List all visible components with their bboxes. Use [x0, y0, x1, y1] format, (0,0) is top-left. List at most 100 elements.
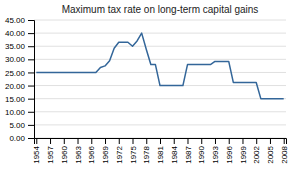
- x-tick-mark: [187, 138, 188, 144]
- x-tick-label: 1963: [74, 145, 83, 163]
- y-tick: 10.00: [5, 108, 34, 117]
- x-tick: 1969: [101, 138, 110, 164]
- x-tick: 1990: [197, 138, 206, 164]
- x-tick-label: 1957: [46, 145, 55, 163]
- grid: [34, 20, 286, 138]
- x-tick-label: 1996: [225, 145, 234, 163]
- x-tick-mark: [270, 138, 271, 144]
- x-tick-label: 1954: [32, 145, 41, 163]
- x-tick: 2002: [252, 138, 261, 164]
- y-tick-label: 15.00: [5, 95, 26, 104]
- y-axis: 0.00 5.00 10.00 15.00 20.00 25.00 30.00 35.00 40…: [5, 16, 35, 143]
- plot-area: 0.00 5.00 10.00 15.00 20.00 25.00 30.00 35.00 40…: [5, 16, 289, 164]
- grid-line: [34, 46, 286, 47]
- y-tick-mark: [28, 125, 34, 126]
- y-tick: 45.00: [5, 16, 34, 25]
- grid-line: [34, 59, 286, 60]
- x-tick: 2005: [266, 138, 275, 164]
- y-tick: 35.00: [5, 42, 34, 51]
- x-tick-mark: [64, 138, 65, 144]
- y-tick: 0.00: [9, 134, 34, 143]
- series: [36, 33, 283, 99]
- x-tick-label: 1972: [115, 145, 124, 163]
- y-axis-line: [28, 21, 35, 139]
- y-tick-mark: [28, 72, 34, 73]
- x-tick-mark: [91, 138, 92, 144]
- x-axis-line: [35, 139, 287, 145]
- x-tick-label: 1984: [170, 145, 179, 163]
- x-tick: 1978: [142, 138, 151, 164]
- x-tick-label: 2008: [280, 145, 289, 163]
- x-tick-label: 1993: [211, 145, 220, 163]
- x-tick: 1999: [239, 138, 248, 164]
- x-tick-label: 1969: [101, 145, 110, 163]
- y-tick-mark: [28, 59, 34, 60]
- x-tick-label: 1981: [156, 145, 165, 163]
- y-tick: 5.00: [9, 121, 34, 130]
- x-tick-mark: [229, 138, 230, 144]
- y-tick-mark: [28, 20, 34, 21]
- y-tick-mark: [28, 86, 34, 87]
- x-tick-mark: [215, 138, 216, 144]
- grid-line: [34, 33, 286, 34]
- x-tick-label: 1987: [184, 145, 193, 163]
- x-tick-label: 1978: [142, 145, 151, 163]
- y-tick: 15.00: [5, 95, 34, 104]
- x-tick: 1957: [46, 138, 55, 164]
- x-tick-mark: [50, 138, 51, 144]
- x-tick-mark: [105, 138, 106, 144]
- y-tick-label: 25.00: [5, 69, 26, 78]
- x-tick: 1960: [60, 138, 69, 164]
- x-tick-mark: [146, 138, 147, 144]
- y-tick: 30.00: [5, 55, 34, 64]
- x-tick: 1975: [129, 138, 138, 164]
- x-tick: 1954: [32, 138, 41, 164]
- x-tick: 1993: [211, 138, 220, 164]
- y-tick-label: 10.00: [5, 108, 26, 117]
- x-tick-mark: [160, 138, 161, 144]
- x-tick-label: 1999: [239, 145, 248, 163]
- x-tick: 1972: [115, 138, 124, 164]
- y-tick-mark: [28, 138, 34, 139]
- x-tick: 1987: [184, 138, 193, 164]
- y-tick-label: 40.00: [5, 29, 26, 38]
- y-tick-mark: [28, 99, 34, 100]
- y-tick-label: 5.00: [9, 121, 25, 130]
- y-tick: 25.00: [5, 69, 34, 78]
- x-tick-mark: [36, 138, 37, 144]
- x-tick-label: 1990: [197, 145, 206, 163]
- x-tick-mark: [242, 138, 243, 144]
- x-tick-label: 1966: [87, 145, 96, 163]
- x-tick-label: 2005: [266, 145, 275, 163]
- y-tick-label: 20.00: [5, 82, 26, 91]
- x-tick-mark: [119, 138, 120, 144]
- line: [36, 33, 283, 99]
- x-tick-label: 2002: [252, 145, 261, 163]
- x-tick: 1996: [225, 138, 234, 164]
- grid-line: [34, 124, 286, 125]
- title: Maximum tax rate on long-term capital ga…: [62, 4, 259, 15]
- x-tick: 1963: [74, 138, 83, 164]
- x-axis: 1954 1957 1960 1963 1966 1969 1972 1975 1978 1981…: [32, 138, 288, 164]
- x-tick: 2008: [280, 138, 289, 164]
- y-tick-label: 45.00: [5, 16, 26, 25]
- y-tick-label: 0.00: [9, 134, 25, 143]
- x-tick-label: 1975: [129, 145, 138, 163]
- y-tick-label: 30.00: [5, 55, 26, 64]
- grid-line: [34, 111, 286, 112]
- x-tick-mark: [284, 138, 285, 144]
- y-tick: 20.00: [5, 82, 34, 91]
- x-tick-mark: [256, 138, 257, 144]
- grid-line: [34, 20, 286, 21]
- x-tick-mark: [201, 138, 202, 144]
- x-tick-mark: [78, 138, 79, 144]
- y-tick-mark: [28, 112, 34, 113]
- x-tick-label: 1960: [60, 145, 69, 163]
- x-tick: 1966: [87, 138, 96, 164]
- x-tick-mark: [174, 138, 175, 144]
- grid-line: [34, 98, 286, 99]
- y-tick: 40.00: [5, 29, 34, 38]
- chart: 0.00 5.00 10.00 15.00 20.00 25.00 30.00 35.00 40…: [0, 0, 296, 170]
- y-tick-mark: [28, 46, 34, 47]
- y-tick-label: 35.00: [5, 42, 26, 51]
